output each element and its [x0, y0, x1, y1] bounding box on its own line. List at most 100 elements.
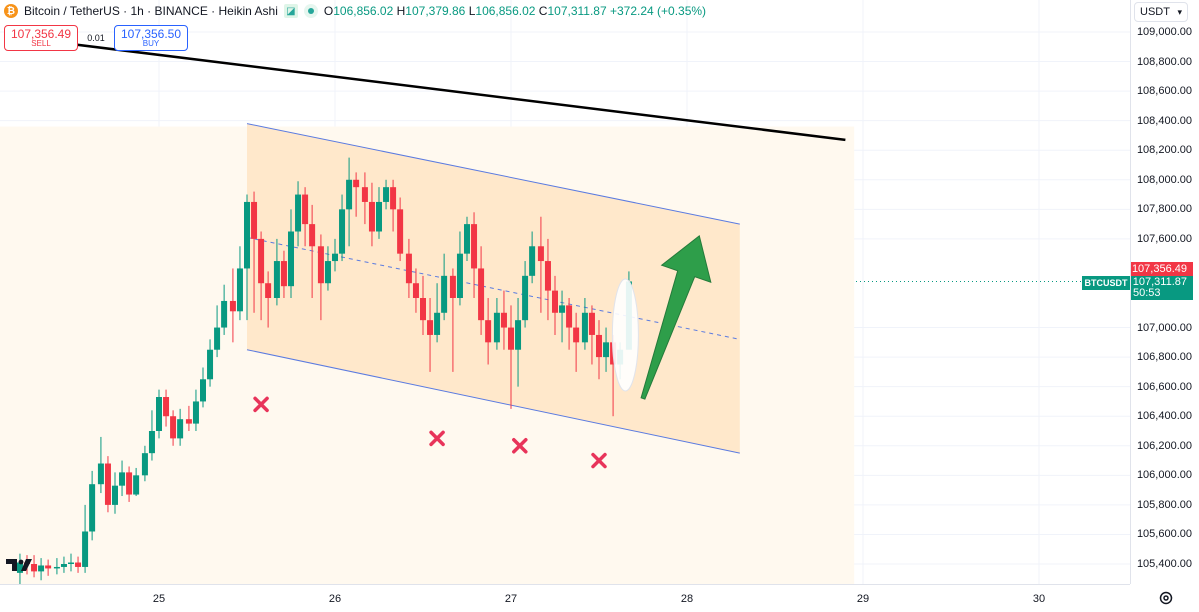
candle: [441, 253, 448, 321]
tradingview-logo-icon[interactable]: [6, 557, 34, 578]
candle-body: [434, 312, 441, 335]
sell-button[interactable]: 107,356.49 SELL: [4, 25, 78, 51]
candle-body: [324, 261, 331, 284]
candle: [295, 181, 302, 247]
candle-body: [522, 275, 529, 321]
ask-price-tag: 107,356.49: [1131, 262, 1193, 276]
candle-body: [456, 253, 463, 298]
sell-price: 107,356.49: [10, 26, 72, 41]
candle-body: [471, 224, 478, 269]
price-tick-label: 106,400.00: [1136, 410, 1192, 423]
candle: [236, 246, 243, 321]
candle-body: [427, 320, 434, 335]
candle-body: [603, 342, 610, 358]
price-tick-label: 107,000.00: [1136, 321, 1192, 334]
candle: [478, 246, 485, 335]
high-key: H: [396, 4, 406, 18]
candle-body: [53, 566, 60, 569]
candle: [339, 194, 346, 262]
candle-body: [464, 224, 470, 254]
candle: [412, 268, 419, 313]
candle: [192, 389, 199, 431]
candle: [104, 456, 111, 513]
candle: [280, 250, 287, 298]
candle-body: [302, 194, 309, 225]
candle-body: [566, 305, 573, 328]
candle-body: [588, 312, 595, 335]
markers: [253, 396, 607, 469]
candle-body: [185, 419, 192, 424]
annotations[interactable]: [611, 235, 712, 400]
channel-upper-line: [246, 123, 740, 225]
status-dot-icon[interactable]: [303, 4, 318, 18]
candle-body: [177, 419, 184, 439]
candle: [361, 172, 368, 225]
bitcoin-logo-icon: ₿: [4, 4, 18, 18]
candle: [603, 327, 610, 372]
candle-body: [390, 187, 397, 210]
change-value: +372.24 (+0.35%): [609, 4, 707, 18]
candle-body: [412, 283, 419, 298]
last-price-tag: 107,311.87 50:53: [1131, 276, 1193, 300]
candle: [529, 231, 536, 284]
candle-body: [353, 179, 360, 188]
candle-body: [38, 565, 45, 572]
candle: [471, 212, 478, 298]
candle: [38, 558, 45, 581]
time-axis[interactable]: 25 26 27 28 29 30: [0, 584, 1130, 612]
price-tick-label: 105,400.00: [1136, 558, 1192, 570]
candle: [214, 305, 221, 358]
candle: [427, 298, 434, 372]
market-open-icon[interactable]: ◪: [283, 4, 298, 18]
candle-body: [265, 283, 272, 298]
candle-body: [280, 261, 287, 287]
candle-body: [156, 397, 162, 431]
candle-body: [192, 401, 199, 424]
buy-button[interactable]: 107,356.50 BUY: [114, 25, 188, 51]
candle: [309, 204, 316, 298]
candle-body: [229, 300, 236, 312]
currency-select[interactable]: USDT ▾: [1134, 2, 1188, 22]
resistance-drawing[interactable]: [21, 36, 846, 142]
candle: [596, 320, 602, 380]
currency-label: USDT: [1140, 6, 1170, 18]
candle-body: [207, 349, 214, 380]
price-tick-label: 106,600.00: [1136, 380, 1192, 393]
candle: [493, 298, 500, 350]
candle: [434, 283, 441, 343]
candle-body: [581, 312, 588, 343]
candle-body: [126, 472, 133, 495]
price-chart[interactable]: [0, 0, 1130, 584]
candle-body: [141, 453, 148, 476]
price-tick-label: 106,000.00: [1136, 469, 1192, 482]
sell-label: SELL: [31, 39, 51, 49]
candle: [53, 558, 60, 575]
candle-body: [537, 246, 544, 262]
candle: [68, 553, 74, 572]
channel-mid-line: [246, 236, 740, 340]
candle: [265, 271, 272, 328]
candle-body: [200, 379, 206, 402]
candle: [112, 472, 118, 514]
symbol-title[interactable]: Bitcoin / TetherUS · 1h · BINANCE · Heik…: [24, 4, 278, 18]
candle-body: [317, 246, 324, 284]
candle: [368, 182, 375, 247]
gear-icon[interactable]: [1158, 590, 1174, 606]
chart-area[interactable]: [0, 0, 1130, 584]
symbol-legend: ₿ Bitcoin / TetherUS · 1h · BINANCE · He…: [4, 4, 706, 18]
candle: [405, 238, 412, 298]
candle: [200, 367, 206, 408]
candle: [89, 470, 96, 541]
candle-body: [397, 209, 404, 254]
candle: [156, 389, 162, 439]
candle-body: [596, 334, 602, 358]
candle: [288, 209, 294, 298]
price-tick-label: 105,600.00: [1136, 528, 1192, 541]
candle: [126, 466, 133, 502]
candle: [163, 389, 170, 427]
candle-body: [515, 320, 522, 350]
candle: [97, 436, 104, 494]
candle-body: [60, 564, 67, 567]
candle-body: [339, 209, 346, 254]
x-marker-icon: [512, 438, 528, 454]
